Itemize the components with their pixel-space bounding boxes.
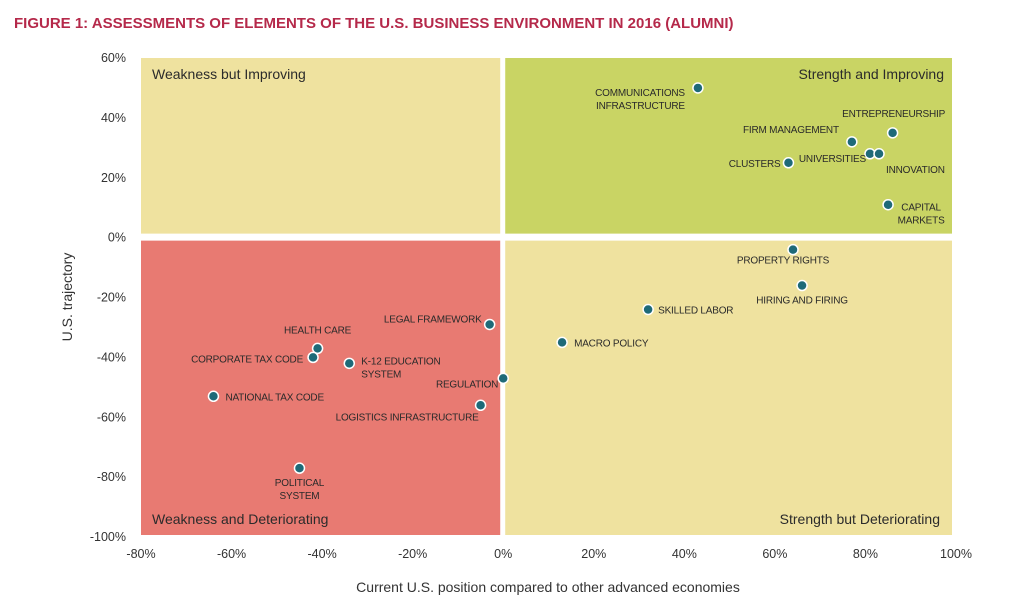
data-point [692, 82, 704, 94]
y-tick-label: 60% [101, 51, 126, 65]
data-label: SKILLED LABOR [658, 305, 733, 316]
data-point-group: CORPORATE TAX CODE [191, 351, 319, 365]
x-tick-label: 0% [494, 547, 512, 561]
x-tick-label: -80% [126, 547, 155, 561]
data-label: COMMUNICATIONS [595, 88, 685, 99]
data-label: K-12 EDUCATION [361, 356, 440, 367]
data-point [307, 351, 319, 364]
y-axis-label: U.S. trajectory [59, 253, 75, 342]
quadrant-strength-improving [505, 58, 952, 234]
y-tick-label: -40% [97, 350, 126, 364]
data-point [873, 148, 885, 160]
data-label: INFRASTRUCTURE [596, 101, 685, 112]
data-point-group: COMMUNICATIONS INFRASTRUCTURE [595, 82, 704, 112]
data-point [343, 357, 356, 370]
y-tick-label: -20% [97, 291, 126, 305]
x-tick-label: 40% [672, 547, 697, 561]
x-tick-label: 20% [581, 547, 606, 561]
y-tick-label: -80% [97, 470, 126, 484]
data-point [497, 372, 509, 385]
quadrant-label: Weakness and Deteriorating [152, 511, 328, 527]
y-tick-label: 0% [108, 231, 126, 245]
data-point [556, 336, 568, 349]
data-label: POLITICAL [275, 478, 325, 489]
x-tick-label: -40% [308, 547, 337, 561]
x-tick-label: 100% [940, 547, 972, 561]
data-label: PROPERTY RIGHTS [737, 256, 830, 267]
data-label: SYSTEM [280, 491, 320, 502]
data-label: LOGISTICS INFRASTRUCTURE [336, 412, 480, 423]
data-label: HIRING AND FIRING [756, 296, 848, 307]
quadrant-backgrounds: Weakness but Improving Strength and Impro… [141, 58, 952, 535]
x-tick-label: 60% [762, 547, 787, 561]
data-points: COMMUNICATIONS INFRASTRUCTURE FIRM MANAGEM… [191, 82, 946, 502]
data-point-group: PROPERTY RIGHTS [737, 243, 830, 267]
data-point [882, 198, 894, 211]
x-tick-label: 80% [853, 547, 878, 561]
data-point-group: REGULATION [436, 372, 509, 390]
data-point-group: CAPITAL MARKETS [882, 198, 945, 227]
data-point-group: POLITICAL SYSTEM [275, 462, 325, 502]
data-point [886, 127, 899, 139]
data-point-group: SKILLED LABOR [642, 303, 734, 316]
data-point-group: MACRO POLICY [556, 336, 649, 349]
data-label: UNIVERSITIES [799, 154, 867, 165]
data-point [311, 342, 324, 355]
data-point-group: CLUSTERS [729, 157, 795, 170]
data-label: CAPITAL [901, 203, 941, 214]
data-point [787, 243, 799, 256]
data-point [483, 318, 496, 331]
quadrant-label: Strength but Deteriorating [780, 511, 940, 527]
data-point [207, 390, 220, 403]
axis-ticks: -80% -60% -40% -20% 0% 20% 40% 60% 80% 100% 60% 40%… [90, 51, 972, 561]
x-tick-label: -20% [398, 547, 427, 561]
data-label: CORPORATE TAX CODE [191, 354, 304, 365]
y-tick-label: -100% [90, 530, 126, 544]
x-axis-label: Current U.S. position compared to other … [356, 579, 740, 595]
data-point-group: LOGISTICS INFRASTRUCTURE [336, 399, 487, 423]
data-point-group: K-12 EDUCATION SYSTEM [343, 356, 441, 380]
data-point-group: LEGAL FRAMEWORK [384, 314, 496, 331]
data-point-group: NATIONAL TAX CODE [207, 390, 325, 403]
quadrant-weakness-deteriorating [141, 240, 501, 535]
data-point [474, 399, 487, 412]
data-point [642, 303, 654, 316]
y-tick-label: 40% [101, 111, 126, 125]
y-tick-label: -60% [97, 410, 126, 424]
data-point-group: HIRING AND FIRING [756, 279, 848, 307]
data-point-group: ENTREPRENEURSHIP [842, 109, 946, 139]
data-label: SYSTEM [361, 369, 401, 380]
data-label: INNOVATION [886, 165, 945, 176]
quadrant-label: Weakness but Improving [152, 66, 306, 82]
quadrant-weakness-improving [141, 58, 501, 234]
data-point-group: HEALTH CARE [284, 325, 352, 355]
data-label: NATIONAL TAX CODE [225, 392, 324, 403]
data-point-group: FIRM MANAGEMENT [743, 125, 858, 148]
data-label: LEGAL FRAMEWORK [384, 314, 482, 325]
data-point [782, 157, 795, 169]
x-tick-label: -60% [217, 547, 246, 561]
data-label: HEALTH CARE [284, 325, 352, 336]
y-tick-label: 20% [101, 171, 126, 185]
data-label: CLUSTERS [729, 159, 781, 170]
data-label: ENTREPRENEURSHIP [842, 109, 945, 120]
data-label: MARKETS [898, 216, 945, 227]
data-point-group: INNOVATION [873, 148, 945, 176]
data-label: REGULATION [436, 379, 498, 390]
quadrant-strength-deteriorating [505, 240, 952, 535]
data-point [796, 279, 808, 292]
data-label: FIRM MANAGEMENT [743, 125, 839, 136]
quadrant-label: Strength and Improving [798, 66, 944, 82]
data-label: MACRO POLICY [574, 338, 649, 349]
chart-title: FIGURE 1: ASSESSMENTS OF ELEMENTS OF THE… [14, 15, 734, 32]
data-point [293, 462, 306, 474]
data-point [846, 136, 858, 148]
